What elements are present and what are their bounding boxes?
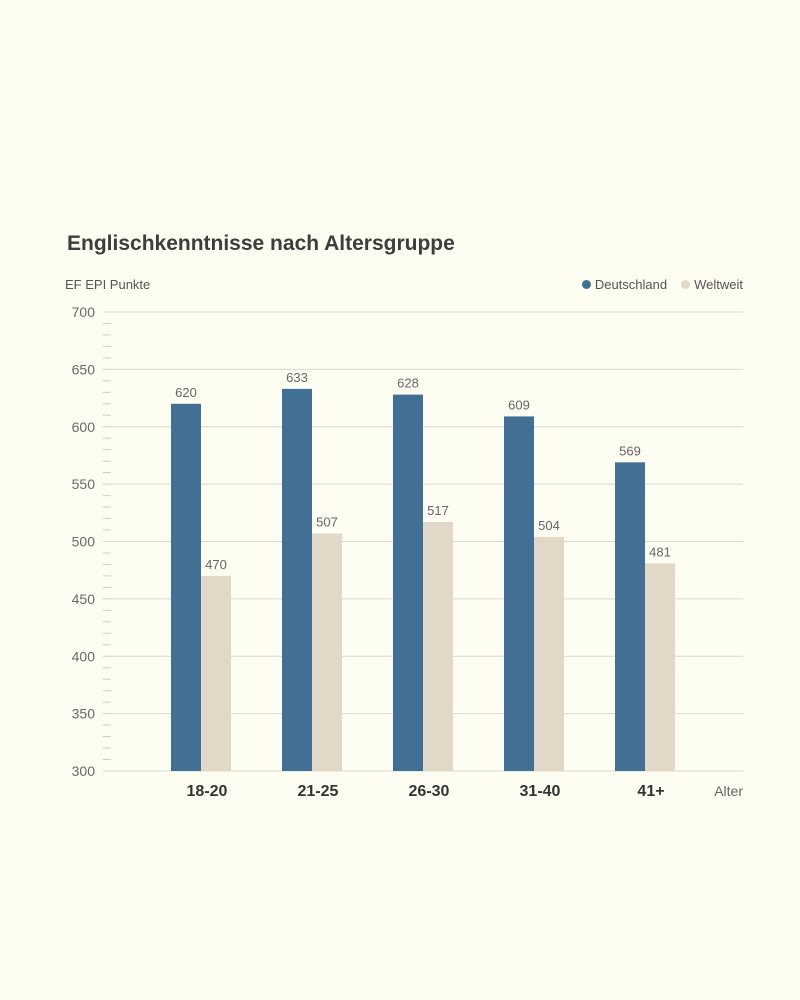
bar-weltweit-21-25	[312, 533, 342, 771]
y-tick-label: 600	[72, 419, 96, 435]
legend-item-weltweit: Weltweit	[681, 277, 743, 292]
y-tick-label: 700	[72, 304, 96, 320]
data-label-weltweit-31-40: 504	[538, 518, 560, 533]
bar-weltweit-26-30	[423, 521, 453, 771]
data-label-weltweit-41+: 481	[649, 544, 671, 559]
y-tick-label: 650	[72, 361, 96, 377]
bar-deutschland-41+	[615, 462, 645, 771]
data-label-deutschland-41+: 569	[619, 443, 641, 458]
legend-swatch-deutschland	[581, 280, 591, 289]
legend-item-deutschland: Deutschland	[581, 277, 668, 292]
legend: Deutschland Weltweit	[581, 277, 743, 292]
bar-deutschland-31-40	[504, 416, 534, 771]
legend-label-weltweit: Weltweit	[694, 277, 743, 292]
x-category-label: 18-20	[187, 783, 228, 800]
chart-title: Englischkenntnisse nach Altersgruppe	[67, 232, 455, 255]
bar-weltweit-31-40	[534, 536, 564, 771]
data-label-weltweit-26-30: 517	[427, 503, 449, 518]
legend-swatch-weltweit	[681, 280, 691, 289]
data-label-weltweit-18-20: 470	[205, 557, 227, 572]
bar-weltweit-18-20	[201, 575, 231, 771]
bar-weltweit-41+	[645, 563, 675, 771]
data-label-weltweit-21-25: 507	[316, 514, 338, 529]
data-label-deutschland-26-30: 628	[397, 376, 419, 391]
x-category-label: 41+	[637, 783, 664, 800]
x-axis-label: Alter	[714, 783, 743, 799]
x-category-label: 31-40	[520, 783, 561, 800]
y-tick-label: 400	[72, 648, 96, 664]
y-tick-label: 450	[72, 591, 96, 607]
bar-deutschland-18-20	[171, 403, 201, 771]
y-axis-label: EF EPI Punkte	[65, 277, 151, 292]
y-tick-label: 300	[72, 763, 96, 779]
bar-deutschland-21-25	[282, 388, 312, 771]
data-label-deutschland-31-40: 609	[508, 397, 530, 412]
y-tick-label: 350	[72, 706, 96, 722]
bar-deutschland-26-30	[393, 394, 423, 771]
data-label-deutschland-18-20: 620	[175, 385, 197, 400]
y-tick-label: 550	[72, 476, 96, 492]
x-category-label: 26-30	[409, 783, 450, 800]
y-tick-label: 500	[72, 534, 96, 550]
legend-label-deutschland: Deutschland	[594, 277, 668, 292]
x-category-label: 21-25	[298, 783, 339, 800]
data-label-deutschland-21-25: 633	[286, 370, 308, 385]
